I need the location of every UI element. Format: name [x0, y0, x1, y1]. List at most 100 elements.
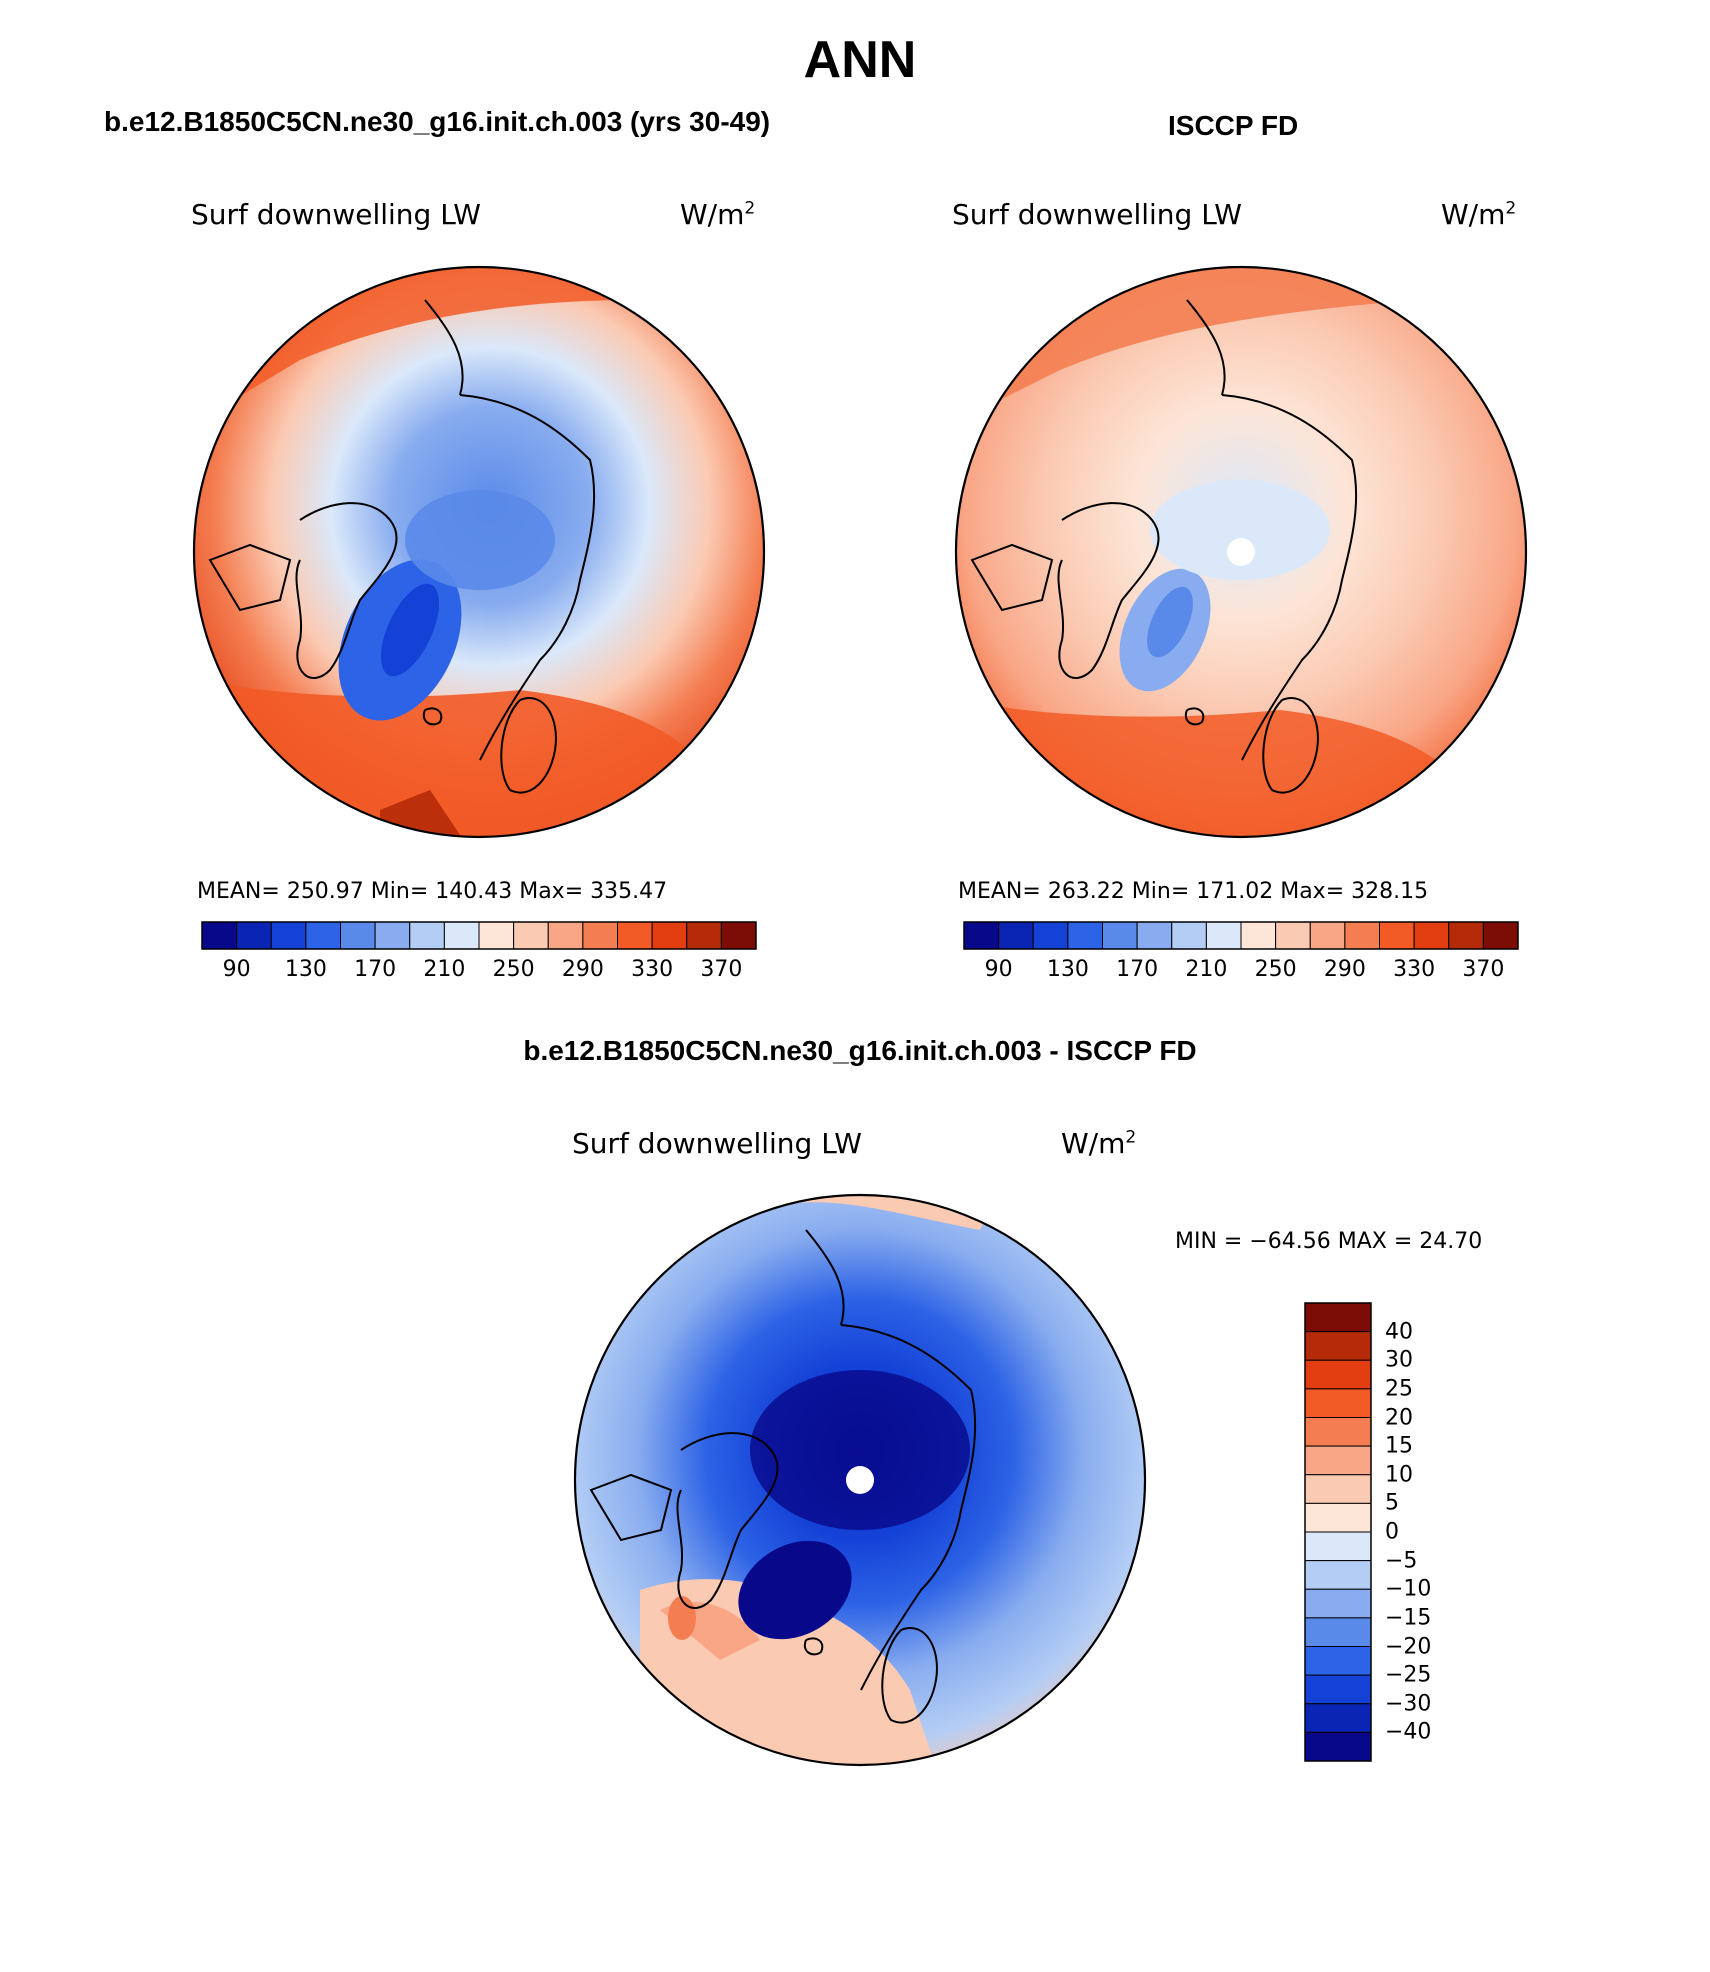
colorbar-swatch	[1304, 1731, 1372, 1762]
colorbar-swatch	[443, 921, 480, 950]
colorbar-swatch	[1304, 1674, 1372, 1705]
colorbar-tick-label: 170	[354, 957, 397, 982]
colorbar-tick-label: −25	[1385, 1662, 1432, 1688]
colorbar-tick-label: 90	[222, 957, 251, 982]
figure-title: ANN	[803, 31, 917, 89]
colorbar-tick-label: −15	[1385, 1605, 1432, 1631]
colorbar-tick-label: 330	[1393, 957, 1436, 982]
colorbar-tick-label: −40	[1385, 1719, 1432, 1745]
model-variable-label: Surf downwelling LW	[191, 198, 481, 231]
colorbar-swatch	[1304, 1588, 1372, 1619]
colorbar-swatch	[1205, 921, 1242, 950]
colorbar-border	[201, 921, 757, 950]
colorbar-swatch	[651, 921, 688, 950]
colorbar-swatch	[374, 921, 411, 950]
colorbar-swatch	[1102, 921, 1138, 950]
colorbar-swatch	[478, 921, 515, 950]
colorbar-tick-label: 370	[700, 957, 743, 982]
colorbar-tick-label: 170	[1116, 957, 1159, 982]
colorbar-tick-label: 130	[1046, 957, 1089, 982]
colorbar-swatch	[1171, 921, 1207, 950]
colorbar-swatch	[1304, 1445, 1372, 1476]
colorbar-tick-label: 20	[1385, 1405, 1413, 1430]
obs-stats: MEAN= 263.22 Min= 171.02 Max= 328.15	[958, 879, 1429, 904]
diff-colorbar-ticks: 40 30 25 20 15 10 5 0 −5 −10 −15 −20 −25 −30 −40	[1385, 0, 1505, 1972]
colorbar-swatch	[1304, 1560, 1372, 1590]
colorbar-swatch	[1275, 921, 1311, 950]
colorbar-swatch	[270, 921, 307, 950]
colorbar-swatch	[1304, 1617, 1372, 1647]
colorbar-swatch	[1240, 921, 1277, 950]
colorbar-swatch	[1309, 921, 1346, 950]
diff-stats: MIN = −64.56 MAX = 24.70	[1175, 1229, 1483, 1254]
model-case-title: b.e12.B1850C5CN.ne30_g16.init.ch.003 (yr…	[104, 106, 771, 137]
colorbar-swatch	[1304, 1359, 1372, 1390]
colorbar-tick-label: 15	[1385, 1433, 1413, 1459]
colorbar-tick-label: 30	[1385, 1347, 1413, 1373]
colorbar-swatch	[305, 921, 341, 950]
colorbar-tick-label: 130	[284, 957, 327, 982]
colorbar-swatch	[409, 921, 445, 950]
colorbar-swatch	[236, 921, 272, 950]
colorbar-swatch	[513, 921, 549, 950]
diff-variable-label: Surf downwelling LW	[572, 1127, 862, 1160]
colorbar-swatch	[998, 921, 1034, 950]
colorbar-swatch	[201, 921, 238, 950]
colorbar-tick-label: 290	[561, 957, 604, 982]
colorbar-tick-label: 210	[1185, 957, 1228, 982]
colorbar-tick-label: 90	[984, 957, 1013, 982]
colorbar-tick-label: 25	[1385, 1376, 1413, 1402]
colorbar-swatch	[1304, 1331, 1372, 1361]
colorbar-tick-label: 210	[423, 957, 466, 982]
colorbar-swatch	[1304, 1531, 1372, 1562]
colorbar-swatch	[1344, 921, 1380, 950]
colorbar-tick-label: 250	[492, 957, 535, 982]
diff-colorbar	[1304, 1302, 1372, 1762]
colorbar-swatch	[963, 921, 1000, 950]
colorbar-tick-label: −30	[1385, 1691, 1432, 1717]
diff-units-label: W/m2	[1061, 1127, 1137, 1160]
colorbar-swatch	[1032, 921, 1069, 950]
colorbar-swatch	[340, 921, 376, 950]
colorbar-tick-label: 370	[1462, 957, 1505, 982]
colorbar-swatch	[720, 921, 757, 950]
obs-colorbar	[963, 921, 1519, 950]
colorbar-tick-label: −5	[1385, 1548, 1418, 1574]
colorbar-tick-label: 330	[631, 957, 674, 982]
model-stats: MEAN= 250.97 Min= 140.43 Max= 335.47	[197, 879, 668, 904]
observation-title: ISCCP FD	[1168, 110, 1299, 141]
colorbar-swatch	[1304, 1388, 1372, 1418]
diff-polar-map	[573, 1193, 1147, 1767]
colorbar-tick-label: 0	[1385, 1519, 1399, 1545]
colorbar-tick-label: 10	[1385, 1462, 1413, 1488]
colorbar-swatch	[582, 921, 618, 950]
colorbar-tick-label: 5	[1385, 1490, 1399, 1516]
colorbar-swatch	[1067, 921, 1103, 950]
obs-variable-label: Surf downwelling LW	[952, 198, 1242, 231]
colorbar-swatch	[1304, 1502, 1372, 1533]
colorbar-tick-label: −20	[1385, 1634, 1432, 1659]
colorbar-border	[963, 921, 1519, 950]
colorbar-tick-label: 290	[1323, 957, 1366, 982]
colorbar-border	[1304, 1302, 1372, 1762]
colorbar-swatch	[1379, 921, 1415, 950]
colorbar-swatch	[1304, 1417, 1372, 1447]
colorbar-swatch	[1304, 1474, 1372, 1504]
colorbar-swatch	[1304, 1302, 1372, 1333]
colorbar-tick-label: 40	[1385, 1319, 1413, 1345]
colorbar-swatch	[617, 921, 653, 950]
model-polar-map	[192, 265, 766, 839]
colorbar-swatch	[1136, 921, 1173, 950]
obs-units-label: W/m2	[1441, 198, 1517, 231]
colorbar-swatch	[686, 921, 722, 950]
colorbar-swatch	[547, 921, 584, 950]
colorbar-swatch	[1304, 1703, 1372, 1733]
colorbar-tick-label: 250	[1254, 957, 1297, 982]
model-colorbar	[201, 921, 757, 950]
obs-polar-map	[954, 265, 1528, 839]
difference-title: b.e12.B1850C5CN.ne30_g16.init.ch.003 - I…	[523, 1035, 1197, 1066]
colorbar-swatch	[1304, 1646, 1372, 1676]
colorbar-tick-label: −10	[1385, 1576, 1432, 1602]
